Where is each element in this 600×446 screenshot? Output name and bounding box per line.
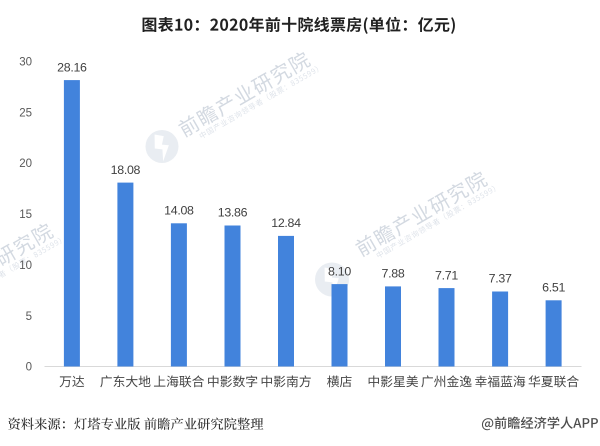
svg-text:8.10: 8.10 — [328, 264, 351, 278]
svg-text:5: 5 — [26, 311, 32, 323]
svg-text:15: 15 — [19, 209, 32, 221]
svg-text:7.88: 7.88 — [382, 267, 405, 281]
svg-text:7.71: 7.71 — [435, 268, 458, 282]
svg-text:28.16: 28.16 — [57, 60, 87, 74]
svg-text:13.86: 13.86 — [218, 206, 248, 220]
svg-text:7.37: 7.37 — [489, 272, 512, 286]
svg-text:30: 30 — [19, 57, 32, 69]
svg-text:12.84: 12.84 — [271, 216, 301, 230]
svg-text:18.08: 18.08 — [111, 163, 141, 177]
svg-text:0: 0 — [26, 362, 32, 374]
svg-text:10: 10 — [19, 260, 32, 272]
svg-text:6.51: 6.51 — [542, 281, 565, 295]
svg-text:20: 20 — [19, 158, 32, 170]
svg-text:14.08: 14.08 — [164, 204, 194, 218]
svg-text:25: 25 — [19, 107, 32, 119]
